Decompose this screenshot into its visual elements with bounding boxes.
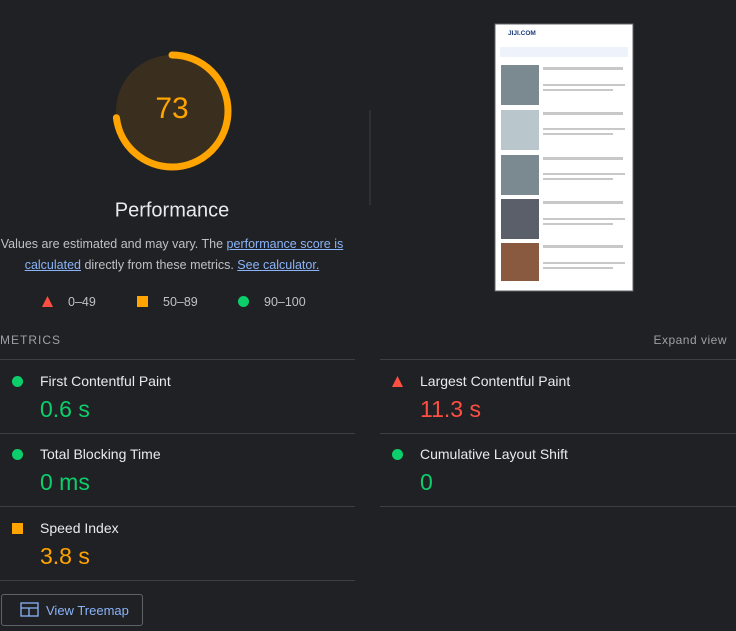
metric-value: 3.8 s <box>40 543 90 569</box>
metric-value: 11.3 s <box>420 396 481 422</box>
button-label: View Treemap <box>46 603 129 618</box>
gauge-arc <box>112 51 232 171</box>
icon-average <box>137 296 148 307</box>
metric: Speed Index 3.8 s <box>0 507 355 581</box>
metric: Cumulative Layout Shift 0 <box>380 433 736 507</box>
metric-name: Cumulative Layout Shift <box>420 446 568 462</box>
nav-bar <box>500 47 628 57</box>
note-text: Values are estimated and may vary. The <box>0 237 227 251</box>
metric-name: Speed Index <box>40 520 119 536</box>
legend-item: 50–89 <box>137 295 198 309</box>
thumb <box>501 65 539 105</box>
icon-pass <box>12 376 23 387</box>
thumb <box>501 243 539 281</box>
page-screenshot: JIJI.COM <box>494 23 634 292</box>
note-text: directly from these metrics. <box>81 258 238 272</box>
thumb <box>501 155 539 195</box>
metric: Total Blocking Time 0 ms <box>0 433 355 507</box>
link[interactable]: performance score is calculated <box>24 237 344 272</box>
expand-toggle[interactable]: Expand view <box>653 333 727 347</box>
legend-item: 0–49 <box>42 295 96 309</box>
gauge-bg <box>116 55 228 167</box>
gauge-score: 73 <box>155 92 188 125</box>
legend-range: 50–89 <box>163 295 198 309</box>
metrics-heading: METRICS <box>0 333 61 347</box>
thumb <box>501 110 539 150</box>
metric-name: Largest Contentful Paint <box>420 373 571 389</box>
icon-pass <box>12 449 23 460</box>
metric-value: 0 <box>420 469 433 495</box>
thumb <box>501 199 539 239</box>
note: Values are estimated and may vary. The p… <box>0 234 344 276</box>
legend-range: 90–100 <box>264 295 306 309</box>
metric-name: Total Blocking Time <box>40 446 161 462</box>
icon-fail <box>392 376 403 387</box>
icon-pass <box>392 449 403 460</box>
link[interactable]: See calculator. <box>237 258 320 272</box>
gauge-label: Performance <box>115 199 230 221</box>
icon-average <box>12 523 23 534</box>
metric: First Contentful Paint 0.6 s <box>0 359 355 434</box>
metric-value: 0 ms <box>40 469 90 495</box>
icon-fail <box>42 296 53 307</box>
metric: Largest Contentful Paint 11.3 s <box>380 359 736 434</box>
site-logo: JIJI.COM <box>508 30 536 37</box>
treemap-icon <box>20 602 39 617</box>
metric-value: 0.6 s <box>40 396 90 422</box>
icon-pass <box>238 296 249 307</box>
legend-range: 0–49 <box>68 295 96 309</box>
legend-item: 90–100 <box>238 295 306 309</box>
metric-name: First Contentful Paint <box>40 373 171 389</box>
treemap-button[interactable]: View Treemap <box>1 594 143 626</box>
